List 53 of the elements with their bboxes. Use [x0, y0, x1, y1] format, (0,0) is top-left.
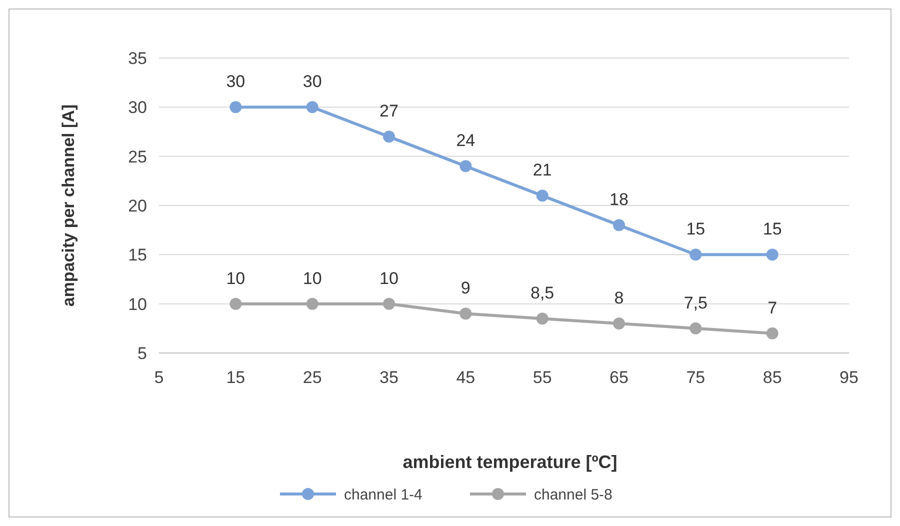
x-tick-label: 65: [610, 368, 628, 387]
data-label: 18: [610, 190, 628, 210]
x-tick-label: 5: [154, 368, 164, 387]
data-label: 21: [532, 160, 552, 180]
data-label: 27: [380, 102, 398, 121]
x-tick-label: 95: [840, 368, 858, 387]
x-axis-title: ambient temperature [ºC]: [402, 452, 618, 472]
y-tick-label: 30: [128, 98, 147, 118]
point: [690, 248, 702, 261]
y-tick-label: 15: [128, 246, 147, 265]
data-label: 30: [302, 72, 322, 92]
x-tick-label: 35: [380, 368, 398, 387]
y-tick-label: 10: [128, 294, 147, 314]
y-tick-label: 25: [128, 147, 147, 166]
data-label: 7,5: [684, 293, 708, 312]
point: [230, 298, 242, 310]
x-tick-label: 45: [456, 368, 476, 387]
y-tick-label: 35: [128, 48, 147, 68]
data-label: 15: [762, 220, 782, 239]
data-label: 10: [226, 268, 246, 288]
point: [613, 219, 625, 232]
data-label: 9: [460, 278, 470, 298]
point: [230, 101, 242, 114]
point: [613, 318, 625, 330]
point: [383, 298, 395, 310]
y-tick-label: 5: [138, 344, 147, 363]
point: [460, 160, 472, 172]
data-label: 10: [302, 268, 322, 288]
point: [690, 322, 702, 334]
data-label: 24: [456, 131, 476, 150]
data-label: 15: [686, 220, 706, 239]
data-label: 30: [226, 72, 246, 92]
point: [306, 298, 318, 310]
point: [766, 327, 778, 340]
point: [766, 248, 778, 261]
point: [306, 101, 318, 114]
point: [383, 130, 395, 143]
data-label: 7: [768, 298, 778, 318]
x-tick-label: 85: [762, 368, 782, 387]
data-label: 8: [614, 288, 624, 308]
point: [536, 312, 548, 325]
legend-label: channel 5-8: [534, 486, 612, 504]
x-tick-label: 55: [532, 368, 552, 387]
x-tick-label: 75: [686, 368, 706, 387]
y-axis-title: ampacity per channel [A]: [59, 104, 78, 307]
y-tick-label: 20: [128, 196, 147, 216]
x-tick-label: 15: [226, 368, 246, 387]
point: [536, 190, 548, 202]
legend-label: channel 1-4: [344, 486, 422, 504]
point: [460, 308, 472, 320]
data-label: 10: [380, 268, 398, 288]
x-tick-label: 25: [302, 368, 322, 387]
data-label: 8,5: [530, 284, 554, 303]
